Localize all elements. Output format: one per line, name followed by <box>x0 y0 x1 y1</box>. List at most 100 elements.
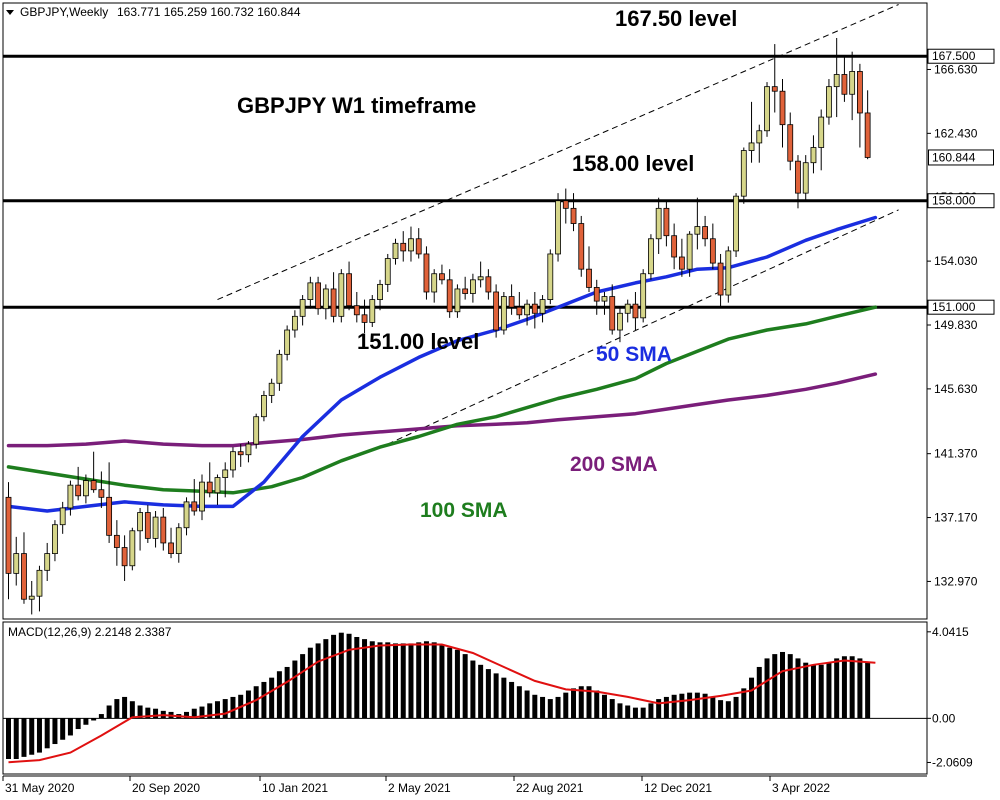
candle-body <box>90 480 97 491</box>
macd-bar <box>184 711 190 719</box>
macd-bar <box>725 701 731 719</box>
macd-bar <box>555 696 561 719</box>
y-tick-label: 154.030 <box>934 254 978 268</box>
macd-signal-line <box>8 643 876 764</box>
level-151-note: 151.00 level <box>357 329 479 354</box>
macd-bar <box>331 634 337 719</box>
macd-bar <box>300 654 306 719</box>
macd-bar <box>493 673 499 719</box>
candle-body <box>748 142 755 151</box>
macd-panel-frame <box>2 621 928 775</box>
price-tag-bg <box>927 193 995 209</box>
candle-body <box>222 469 229 478</box>
macd-bar <box>44 718 50 749</box>
candle-body <box>655 207 662 240</box>
candle-body <box>400 242 407 252</box>
macd-bar <box>75 718 81 730</box>
macd-bar <box>199 706 205 719</box>
candle-body <box>83 480 89 497</box>
candle-body <box>841 74 848 95</box>
price-tag: 158.000 <box>927 193 995 209</box>
macd-bar <box>764 658 770 719</box>
symbol-label: GBPJPY,Weekly <box>20 5 108 19</box>
macd-bar <box>849 656 855 719</box>
macd-bar <box>795 658 801 719</box>
candle-body <box>849 71 856 95</box>
candle-body <box>857 71 863 114</box>
candle-body <box>593 287 600 302</box>
candle-body <box>408 238 414 252</box>
candle-body <box>253 416 260 445</box>
macd-bar <box>145 707 151 719</box>
candle-body <box>291 315 298 331</box>
candle-body <box>160 516 167 544</box>
macd-bar <box>207 703 213 719</box>
sma100-line <box>6 305 878 495</box>
macd-bar <box>52 718 58 745</box>
price-tag-label: 160.844 <box>932 150 976 164</box>
candle-body <box>415 238 422 255</box>
candle-body <box>338 273 345 317</box>
macd-bar <box>454 649 460 719</box>
macd-indicator: 4.0415 0.00 -2.0609 <box>3 625 973 769</box>
macd-bar <box>865 662 871 719</box>
horizontal-levels <box>3 54 927 309</box>
macd-bar <box>834 658 840 719</box>
macd-bar <box>67 718 73 736</box>
macd-bar <box>710 696 716 719</box>
candle-body <box>469 279 476 294</box>
candle-body <box>686 233 693 270</box>
trend-channel <box>217 4 899 445</box>
macd-bar <box>385 642 391 719</box>
candle-body <box>261 395 267 418</box>
price-panel-frame <box>2 2 928 620</box>
macd-bar <box>756 666 762 719</box>
macd-bar <box>369 641 375 719</box>
candle-body <box>624 303 631 314</box>
candle-body <box>539 299 546 314</box>
candle-body <box>446 279 453 313</box>
candle-body <box>36 569 43 597</box>
macd-bar <box>656 699 662 719</box>
y-tick-label: 141.370 <box>934 447 978 461</box>
macd-bar <box>679 693 685 719</box>
candle-body <box>756 130 763 144</box>
candle-body <box>315 282 322 310</box>
candle-body <box>609 296 616 331</box>
candle-body <box>601 296 608 302</box>
candle-body <box>28 595 35 600</box>
candle-body <box>13 553 20 574</box>
macd-bar <box>338 632 344 719</box>
candle-body <box>524 303 530 316</box>
price-tags: 167.500 160.844 158.000 151.000 <box>927 48 995 315</box>
macd-bar <box>362 639 368 719</box>
macd-bar <box>315 643 321 719</box>
candle-body <box>694 226 701 235</box>
candle-body <box>632 303 639 319</box>
macd-bar <box>323 639 329 719</box>
candle-body <box>725 250 732 296</box>
candle-body <box>377 283 383 300</box>
candle-body <box>44 553 51 571</box>
macd-bar <box>563 692 569 719</box>
candle-body <box>237 451 244 456</box>
macd-bar <box>408 643 414 719</box>
candle-body <box>98 489 105 498</box>
candle-body <box>485 276 492 293</box>
macd-bar <box>269 677 275 719</box>
price-tag: 167.500 <box>927 48 995 64</box>
candle-body <box>802 162 809 194</box>
candle-body <box>369 299 376 323</box>
candle-body <box>52 524 58 554</box>
macd-bar <box>810 664 816 719</box>
candle-body <box>570 207 577 224</box>
candle-body <box>795 160 801 194</box>
macd-bar <box>354 636 360 719</box>
candle-body <box>764 86 770 132</box>
candle-body <box>113 534 120 548</box>
y-tick-label: 166.630 <box>934 62 978 76</box>
candle-body <box>330 288 337 317</box>
macd-bar <box>346 633 352 719</box>
